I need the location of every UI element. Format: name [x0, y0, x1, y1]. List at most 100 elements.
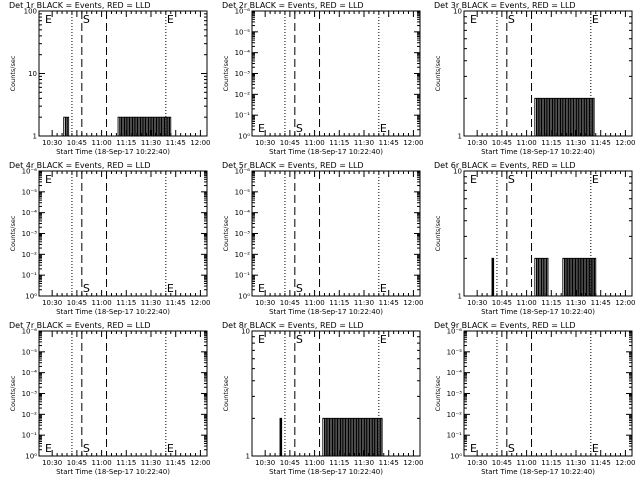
y-tick-label: 10⁻³: [447, 390, 463, 398]
y-tick-label: 10⁻⁵: [22, 188, 38, 196]
panel-title: Det 7r BLACK = Events, RED = LLD: [9, 321, 151, 330]
y-tick-label: 1: [458, 293, 462, 301]
y-tick-label: 10⁰: [25, 293, 37, 301]
x-tick-label: 11:00: [91, 299, 111, 307]
x-tick-label: 11:00: [91, 459, 111, 467]
x-tick-label: 11:30: [566, 459, 586, 467]
marker-label: S: [508, 173, 515, 186]
y-tick-label: 10: [28, 70, 37, 78]
panel-title: Det 9r BLACK = Events, RED = LLD: [434, 321, 576, 330]
panel-det-7: Det 7r BLACK = Events, RED = LLD Counts/s…: [9, 321, 211, 476]
y-tick-label: 10⁻¹: [447, 432, 463, 440]
x-tick-label: 12:00: [190, 459, 210, 467]
x-tick-label: 10:45: [67, 299, 87, 307]
marker-label: E: [258, 333, 265, 346]
plot-frame: [251, 170, 421, 297]
x-tick-label: 10:30: [467, 299, 487, 307]
marker-label: E: [258, 122, 265, 135]
x-tick-label: 11:00: [304, 459, 324, 467]
x-tick-label: 10:45: [492, 459, 512, 467]
x-tick-label: 11:45: [166, 299, 186, 307]
x-tick-label: 11:45: [166, 139, 186, 147]
x-tick-label: 10:45: [492, 299, 512, 307]
x-tick-label: 12:00: [190, 139, 210, 147]
y-tick-label: 1: [33, 133, 37, 141]
panel-title: Det 8r BLACK = Events, RED = LLD: [222, 321, 364, 330]
panel-title: Det 3r BLACK = Events, RED = LLD: [434, 1, 576, 10]
y-tick-label: 1: [246, 453, 250, 461]
y-tick-label: 10⁻⁶: [447, 328, 463, 336]
x-tick-label: 11:15: [116, 139, 136, 147]
y-tick-label: 10⁻⁴: [22, 369, 38, 377]
panel-title: Det 2r BLACK = Events, RED = LLD: [222, 1, 364, 10]
x-tick-label: 11:30: [141, 299, 161, 307]
marker-label: S: [508, 13, 515, 26]
x-axis-label: Start Time (18-Sep-17 10:22:40): [56, 468, 170, 476]
marker-label: S: [296, 282, 303, 295]
x-tick-label: 11:15: [329, 459, 349, 467]
y-tick-label: 1: [458, 133, 462, 141]
event-count-bar: [279, 417, 283, 457]
marker-label: E: [380, 333, 387, 346]
x-tick-label: 11:15: [541, 139, 561, 147]
x-axis-label: Start Time (18-Sep-17 10:22:40): [481, 468, 595, 476]
event-count-bar: [322, 417, 383, 457]
y-tick-label: 10⁻⁴: [447, 369, 463, 377]
y-tick-label: 100: [24, 8, 37, 16]
x-tick-label: 10:30: [42, 139, 62, 147]
event-count-bar: [491, 257, 495, 297]
x-tick-label: 10:30: [255, 139, 275, 147]
y-tick-label: 10⁻²: [22, 411, 38, 419]
x-axis-label: Start Time (18-Sep-17 10:22:40): [56, 308, 170, 316]
x-tick-label: 11:00: [516, 139, 536, 147]
x-tick-label: 11:30: [566, 299, 586, 307]
x-tick-label: 12:00: [615, 459, 635, 467]
marker-label: E: [470, 173, 477, 186]
x-axis-label: Start Time (18-Sep-17 10:22:40): [269, 148, 383, 156]
y-axis-label: Counts/sec: [222, 215, 230, 251]
panel-det-8: Det 8r BLACK = Events, RED = LLD Counts/s…: [222, 321, 424, 476]
marker-label: E: [258, 282, 265, 295]
marker-label: E: [167, 442, 174, 455]
x-tick-label: 11:45: [379, 139, 399, 147]
x-tick-label: 11:30: [566, 139, 586, 147]
y-axis-label: Counts/sec: [222, 375, 230, 411]
x-tick-label: 10:45: [492, 139, 512, 147]
x-tick-label: 11:15: [541, 459, 561, 467]
marker-label: S: [296, 122, 303, 135]
y-tick-label: 10: [453, 8, 462, 16]
y-tick-label: 10⁻³: [235, 70, 251, 78]
event-count-bar: [534, 257, 549, 297]
x-tick-label: 12:00: [403, 139, 423, 147]
x-tick-label: 11:00: [91, 139, 111, 147]
plot-frame: [463, 330, 633, 457]
x-tick-label: 11:45: [379, 299, 399, 307]
x-tick-label: 12:00: [615, 299, 635, 307]
x-tick-label: 11:30: [354, 299, 374, 307]
y-tick-label: 10⁻³: [235, 230, 251, 238]
y-tick-label: 10⁻²: [22, 251, 38, 259]
y-tick-label: 10⁻⁴: [22, 209, 38, 217]
x-tick-label: 11:30: [141, 459, 161, 467]
x-axis-label: Start Time (18-Sep-17 10:22:40): [56, 148, 170, 156]
panel-det-4: Det 4r BLACK = Events, RED = LLD Counts/s…: [9, 161, 211, 316]
y-axis-label: Counts/sec: [9, 375, 17, 411]
x-tick-label: 11:15: [541, 299, 561, 307]
marker-label: E: [592, 442, 599, 455]
x-tick-label: 11:45: [379, 459, 399, 467]
x-tick-label: 10:45: [280, 459, 300, 467]
y-tick-label: 10⁻⁴: [235, 49, 251, 57]
y-axis-label: Counts/sec: [434, 375, 442, 411]
event-count-bar: [562, 257, 597, 297]
y-tick-label: 10⁻⁵: [235, 188, 251, 196]
marker-label: E: [470, 442, 477, 455]
x-tick-label: 10:30: [467, 459, 487, 467]
x-axis-label: Start Time (18-Sep-17 10:22:40): [481, 308, 595, 316]
y-tick-label: 10⁻⁶: [235, 168, 251, 176]
y-tick-label: 10⁻⁵: [235, 28, 251, 36]
y-tick-label: 10⁻²: [235, 251, 251, 259]
y-tick-label: 10⁰: [25, 453, 37, 461]
panel-det-9: Det 9r BLACK = Events, RED = LLD Counts/s…: [434, 321, 636, 476]
x-tick-label: 11:00: [304, 139, 324, 147]
